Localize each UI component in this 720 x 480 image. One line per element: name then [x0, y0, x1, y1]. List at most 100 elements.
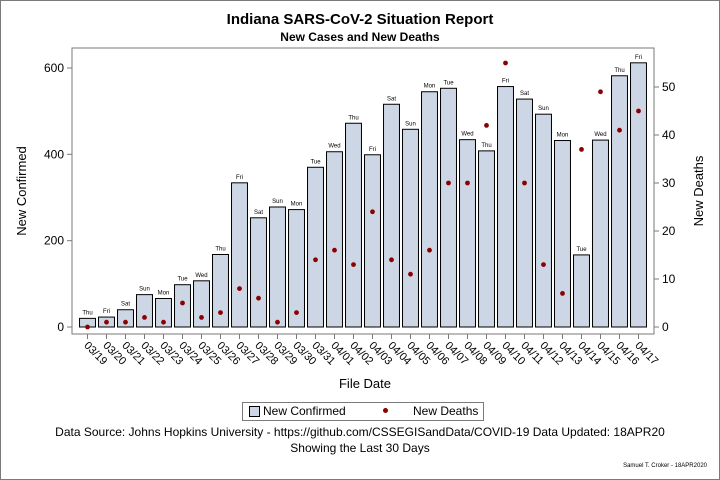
point-new-deaths — [389, 257, 394, 263]
weekday-label: Wed — [195, 273, 207, 279]
bar-new-confirmed — [174, 284, 191, 328]
weekday-label: Tue — [177, 277, 188, 283]
weekday-labels-layer: Thu Fri Sat Sun Mon Tue Wed Thu Fri Sat Sun Mon Tue W… — [82, 55, 642, 317]
bar-new-confirmed — [573, 254, 590, 328]
weekday-label: Thu — [614, 68, 624, 74]
bar-new-confirmed — [478, 150, 495, 328]
y2-tick-label: 30 — [662, 176, 676, 190]
chart-subtitle: New Cases and New Deaths — [280, 30, 440, 44]
y-tick-label: 200 — [44, 234, 64, 248]
y-tick-label: 600 — [44, 61, 64, 75]
point-new-deaths — [218, 310, 223, 315]
weekday-label: Thu — [215, 246, 225, 252]
weekday-label: Thu — [348, 115, 358, 121]
weekday-label: Sat — [121, 302, 130, 308]
legend-point-marker — [383, 408, 388, 413]
y2-axis-label: New Deaths — [691, 155, 706, 226]
y2-tick-label: 0 — [662, 320, 669, 334]
point-new-deaths — [522, 180, 527, 186]
chart-svg: Thu Fri Sat Sun Mon Tue Wed Thu Fri Sat Sun Mon Tue W… — [14, 47, 706, 391]
weekday-label: Sun — [139, 287, 150, 293]
weekday-label: Tue — [576, 247, 587, 253]
weekday-label: Sat — [520, 91, 529, 97]
points-layer — [85, 60, 641, 330]
point-new-deaths — [636, 108, 641, 114]
y-tick-label: 400 — [44, 147, 64, 161]
point-new-deaths — [427, 247, 432, 253]
legend-bar-swatch — [249, 406, 260, 417]
legend-label-deaths: New Deaths — [413, 404, 479, 418]
point-new-deaths — [313, 257, 318, 263]
bar-new-confirmed — [345, 122, 362, 328]
bar-new-confirmed — [516, 98, 533, 328]
point-new-deaths — [85, 324, 90, 330]
point-new-deaths — [237, 286, 242, 291]
chart-title: Indiana SARS-CoV-2 Situation Report — [226, 11, 494, 28]
bar-new-confirmed — [364, 154, 381, 328]
point-new-deaths — [199, 315, 204, 320]
y-tick-label: 0 — [57, 320, 64, 334]
bar-new-confirmed — [136, 294, 153, 328]
weekday-label: Mon — [424, 84, 436, 90]
weekday-label: Fri — [236, 175, 243, 181]
y-axis-label: New Confirmed — [14, 146, 29, 236]
weekday-label: Thu — [481, 143, 491, 149]
point-new-deaths — [579, 147, 584, 152]
bar-new-confirmed — [269, 206, 286, 328]
bars-layer — [79, 62, 647, 328]
weekday-label: Sun — [272, 199, 283, 205]
point-new-deaths — [351, 262, 356, 267]
legend: New Confirmed New Deaths — [242, 402, 484, 421]
point-new-deaths — [275, 319, 280, 325]
weekday-label: Mon — [557, 133, 569, 139]
y-ticks-layer: 0 200 400 600 — [44, 61, 72, 334]
weekday-label: Wed — [328, 144, 340, 150]
weekday-label: Sat — [254, 210, 263, 216]
point-new-deaths — [503, 60, 508, 66]
weekday-label: Wed — [461, 132, 473, 138]
bar-new-confirmed — [402, 128, 419, 328]
x-axis-label: File Date — [339, 376, 391, 391]
weekday-label: Mon — [158, 291, 170, 297]
y2-tick-label: 50 — [662, 80, 676, 94]
weekday-label: Sun — [538, 106, 549, 112]
bar-new-confirmed — [326, 151, 343, 328]
bar-new-confirmed — [459, 139, 476, 328]
bar-new-confirmed — [630, 62, 647, 328]
y2-tick-label: 40 — [662, 128, 676, 142]
point-new-deaths — [123, 319, 128, 325]
bar-new-confirmed — [497, 86, 514, 328]
bar-new-confirmed — [592, 139, 609, 328]
range-note: Showing the Last 30 Days — [290, 441, 430, 455]
bar-new-confirmed — [212, 253, 229, 328]
weekday-label: Mon — [291, 202, 303, 208]
weekday-label: Sat — [387, 96, 396, 102]
point-new-deaths — [541, 262, 546, 267]
weekday-label: Fri — [103, 309, 110, 315]
point-new-deaths — [104, 319, 109, 325]
data-source-note: Data Source: Johns Hopkins University - … — [55, 425, 665, 439]
point-new-deaths — [142, 315, 147, 320]
bar-new-confirmed — [440, 87, 457, 328]
weekday-label: Tue — [310, 159, 321, 165]
x-ticks-layer: 03/1903/2003/2103/2203/2303/2403/2503/26… — [81, 334, 660, 368]
point-new-deaths — [256, 295, 261, 301]
bar-new-confirmed — [421, 91, 438, 328]
bar-new-confirmed — [193, 280, 210, 328]
y2-ticks-layer: 0 10 20 30 40 50 — [654, 80, 676, 334]
point-new-deaths — [484, 123, 489, 128]
point-new-deaths — [408, 271, 413, 277]
y2-tick-label: 20 — [662, 224, 676, 238]
legend-label-confirmed: New Confirmed — [263, 404, 346, 418]
weekday-label: Fri — [369, 147, 376, 153]
bar-new-confirmed — [611, 75, 628, 328]
point-new-deaths — [332, 247, 337, 253]
axes-layer — [71, 47, 655, 335]
bar-new-confirmed — [535, 113, 552, 328]
weekday-label: Thu — [82, 310, 92, 316]
plot-area-frame — [71, 47, 655, 335]
bar-new-confirmed — [383, 103, 400, 328]
bar-new-confirmed — [307, 166, 324, 328]
weekday-label: Fri — [635, 55, 642, 61]
